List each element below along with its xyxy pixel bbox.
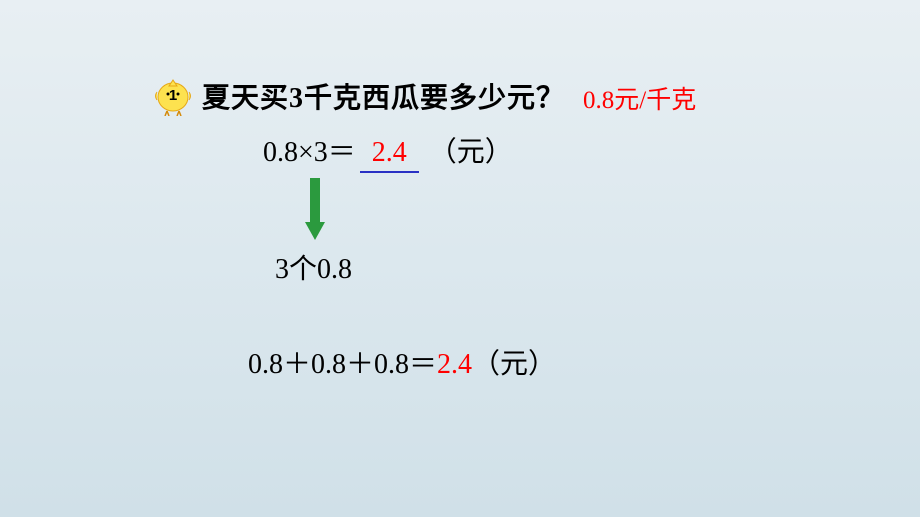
slide: 1 夏天买3千克西瓜要多少元？ 0.8元/千克 0.8×3＝ 2.4 （元） 3… bbox=[0, 0, 920, 517]
eq2-unit: （元） bbox=[472, 349, 556, 380]
explanation-text: 3个0.8 bbox=[275, 247, 352, 287]
eq1-answer: 2.4 bbox=[360, 137, 419, 173]
problem-number: 1 bbox=[169, 87, 177, 104]
eq1-unit: （元） bbox=[429, 130, 513, 170]
equation-1: 0.8×3＝ 2.4 （元） bbox=[263, 130, 513, 173]
equation-2: 0.8＋0.8＋0.8＝2.4（元） bbox=[248, 342, 556, 382]
unit-price: 0.8元/千克 bbox=[583, 80, 696, 116]
eq2-lhs: 0.8＋0.8＋0.8＝ bbox=[248, 349, 437, 380]
question-text: 夏天买3千克西瓜要多少元？ bbox=[202, 76, 565, 116]
problem-badge: 1 bbox=[152, 74, 194, 116]
eq1-lhs: 0.8×3＝ bbox=[263, 130, 356, 170]
eq2-answer: 2.4 bbox=[437, 349, 472, 380]
down-arrow-icon bbox=[303, 176, 327, 242]
